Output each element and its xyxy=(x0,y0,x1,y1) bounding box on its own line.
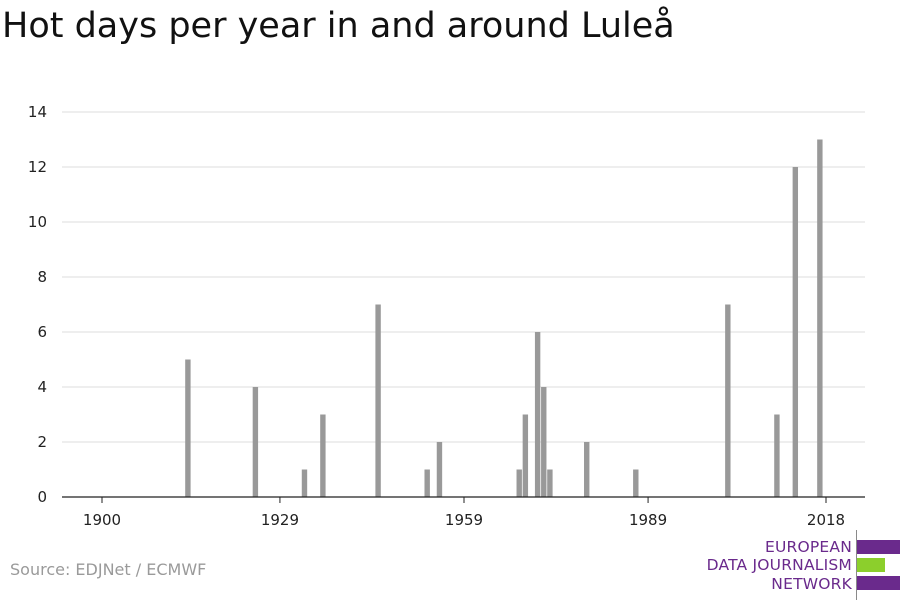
bar xyxy=(516,469,522,497)
logo-line-3: NETWORK xyxy=(771,575,852,593)
y-tick-label: 8 xyxy=(37,268,47,286)
logo-bar-purple-bottom xyxy=(857,576,900,590)
logo-line-1: EUROPEAN xyxy=(764,538,852,556)
y-tick-label: 10 xyxy=(28,213,47,231)
x-tick-label: 1989 xyxy=(629,511,667,529)
y-tick-label: 4 xyxy=(37,378,47,396)
logo-bar-green xyxy=(857,558,885,572)
bar xyxy=(725,304,731,497)
bar xyxy=(375,304,381,497)
y-tick-label: 2 xyxy=(37,433,47,451)
bar xyxy=(522,414,529,497)
x-tick-label: 1900 xyxy=(83,511,121,529)
y-tick-label: 6 xyxy=(37,323,47,341)
logo-bar-purple-top xyxy=(857,540,900,554)
bar xyxy=(633,469,639,497)
source-note: Source: EDJNet / ECMWF xyxy=(10,560,207,579)
bar xyxy=(534,332,541,497)
y-tick-label: 0 xyxy=(37,488,47,506)
bar xyxy=(817,139,823,497)
bar xyxy=(541,387,547,497)
bar xyxy=(320,414,326,497)
x-tick-label: 1959 xyxy=(445,511,483,529)
logo-line-2: DATA JOURNALISM xyxy=(706,556,852,574)
bar xyxy=(792,167,799,497)
bar xyxy=(252,387,259,497)
bar xyxy=(774,414,780,497)
y-axis-tick-labels: 0 2 4 6 8 10 12 14 xyxy=(28,103,47,506)
bar xyxy=(185,359,191,497)
y-tick-label: 12 xyxy=(28,158,47,176)
bar xyxy=(436,442,443,497)
bar xyxy=(301,469,308,497)
gridlines xyxy=(62,111,865,443)
chart-title: Hot days per year in and around Luleå xyxy=(2,6,675,46)
bar xyxy=(547,469,553,497)
logo-divider xyxy=(856,530,857,600)
x-tick-label: 2018 xyxy=(807,511,845,529)
edjnet-logo: EUROPEAN DATA JOURNALISM NETWORK xyxy=(700,530,900,600)
y-tick-label: 14 xyxy=(28,103,47,121)
x-axis-ticks: 1900 1929 1959 1989 2018 xyxy=(83,497,845,529)
bar xyxy=(424,469,430,497)
x-tick-label: 1929 xyxy=(261,511,299,529)
bar xyxy=(584,442,590,497)
bars xyxy=(185,139,823,497)
